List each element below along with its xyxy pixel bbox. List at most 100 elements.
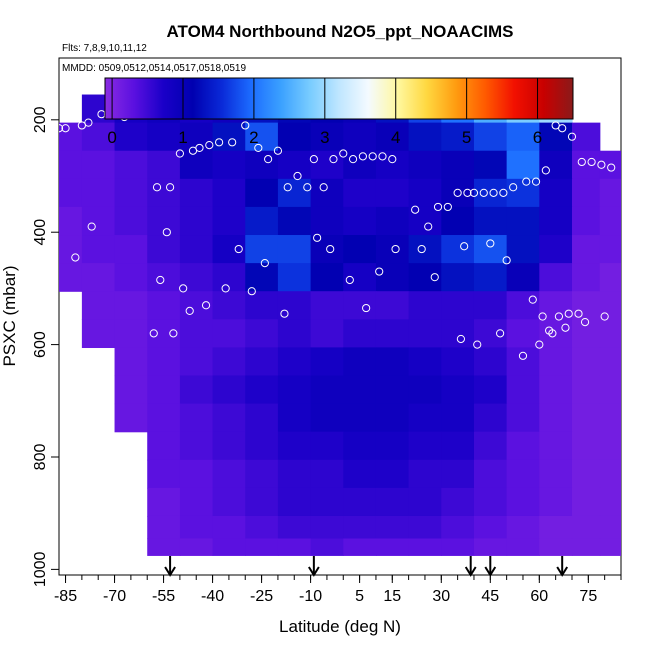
- heatmap-cell: [343, 122, 377, 152]
- colorbar-tick-label: 6: [533, 128, 542, 147]
- heatmap-cell: [81, 206, 116, 236]
- colorbar-tick-label: 3: [320, 128, 329, 147]
- heatmap-cell: [81, 150, 116, 180]
- heatmap-cell: [310, 515, 344, 540]
- x-tick-label: -85: [54, 588, 77, 605]
- heatmap-cell: [539, 403, 573, 433]
- colorbar-tick-label: 1: [178, 128, 187, 147]
- heatmap-cell: [473, 375, 508, 405]
- heatmap-cell: [375, 487, 410, 517]
- arrows-layer: [164, 556, 569, 577]
- heatmap-cell: [343, 347, 377, 377]
- sample-point: [84, 118, 93, 127]
- heatmap-cell: [179, 235, 214, 264]
- sample-point: [313, 233, 322, 242]
- sample-point: [561, 323, 570, 332]
- heatmap-cell: [245, 538, 279, 556]
- heatmap-cell: [599, 150, 621, 180]
- heatmap-cell: [571, 375, 601, 405]
- heatmap-cell: [473, 206, 508, 236]
- heatmap-cell: [179, 487, 214, 517]
- heatmap-cell: [408, 178, 442, 208]
- heatmap-cell: [179, 206, 214, 236]
- x-tick-label: -55: [152, 588, 175, 605]
- x-tick-label: 5: [355, 588, 364, 605]
- heatmap-cell: [506, 515, 540, 540]
- heatmap-cell: [539, 347, 573, 377]
- heatmap-cell: [179, 515, 214, 540]
- sample-point: [195, 143, 204, 153]
- arrow-head: [164, 566, 176, 577]
- heatmap-cell: [147, 459, 181, 489]
- heatmap-cell: [408, 403, 442, 433]
- heatmap-cell: [408, 431, 442, 461]
- heatmap-cell: [408, 263, 442, 292]
- heatmap-cell: [277, 403, 312, 433]
- sample-point: [319, 183, 328, 192]
- heatmap-cell: [343, 319, 377, 349]
- colorbar-gradient: [104, 77, 574, 120]
- heatmap-cell: [212, 122, 246, 152]
- heatmap-cell: [245, 263, 279, 292]
- sample-point: [149, 329, 158, 338]
- heatmap-cell: [539, 150, 573, 180]
- heatmap-cell: [212, 538, 246, 556]
- heatmap-cell: [310, 319, 344, 349]
- sample-point: [260, 259, 269, 268]
- sample-point: [417, 244, 426, 254]
- heatmap-cell: [506, 150, 540, 180]
- heatmap-cell: [245, 235, 279, 264]
- heatmap-cell: [81, 291, 116, 320]
- heatmap-cell: [571, 122, 601, 152]
- heatmap-cell: [343, 235, 377, 264]
- sample-point: [597, 160, 606, 169]
- heatmap-cell: [147, 347, 181, 377]
- heatmap-cell: [81, 235, 116, 264]
- sample-point: [358, 152, 367, 161]
- heatmap-cell: [245, 347, 279, 377]
- heatmap-cell: [147, 375, 181, 405]
- heatmap-cell: [245, 459, 279, 489]
- heatmap-cell: [147, 206, 181, 236]
- heatmap-cell: [212, 291, 246, 320]
- sample-point: [528, 295, 537, 304]
- sample-point: [499, 188, 508, 197]
- heatmap-cell: [473, 235, 508, 264]
- sample-point: [205, 141, 214, 150]
- heatmap-cell: [59, 235, 83, 264]
- heatmap-cell: [59, 206, 83, 236]
- heatmap-cell: [212, 375, 246, 405]
- heatmap-cell: [147, 403, 181, 433]
- heatmap-cell: [310, 347, 344, 377]
- heatmap-cell: [375, 206, 410, 236]
- sample-point: [329, 155, 338, 164]
- y-tick-label: 400: [32, 219, 49, 246]
- heatmap-cell: [539, 206, 573, 236]
- heatmap-cell: [539, 538, 573, 556]
- y-axis-label: PSXC (mbar): [0, 265, 19, 366]
- arrow-head: [556, 566, 569, 577]
- heatmap-cell: [441, 263, 475, 292]
- heatmap-cell: [81, 122, 116, 152]
- heatmap-cell: [599, 403, 621, 433]
- sample-point: [460, 242, 469, 251]
- heatmap-cell: [375, 347, 410, 377]
- sample-point: [430, 273, 439, 282]
- heatmap-cell: [571, 319, 601, 349]
- heatmap-cell: [506, 235, 540, 264]
- heatmap-cell: [310, 122, 344, 152]
- heatmap-cell: [599, 347, 621, 377]
- heatmap-cell: [59, 122, 83, 152]
- heatmap-cell: [599, 459, 621, 489]
- sample-point: [254, 143, 263, 153]
- heatmap-cell: [212, 515, 246, 540]
- heatmap-cell: [277, 487, 312, 517]
- sample-point: [273, 146, 283, 155]
- heatmap-cell: [114, 347, 148, 377]
- heatmap-cell: [539, 487, 573, 517]
- heatmap-cell: [473, 150, 508, 180]
- heatmap-cell: [277, 206, 312, 236]
- heatmap-cell: [506, 487, 540, 517]
- heatmap-cell: [245, 403, 279, 433]
- heatmap-cell: [343, 150, 377, 180]
